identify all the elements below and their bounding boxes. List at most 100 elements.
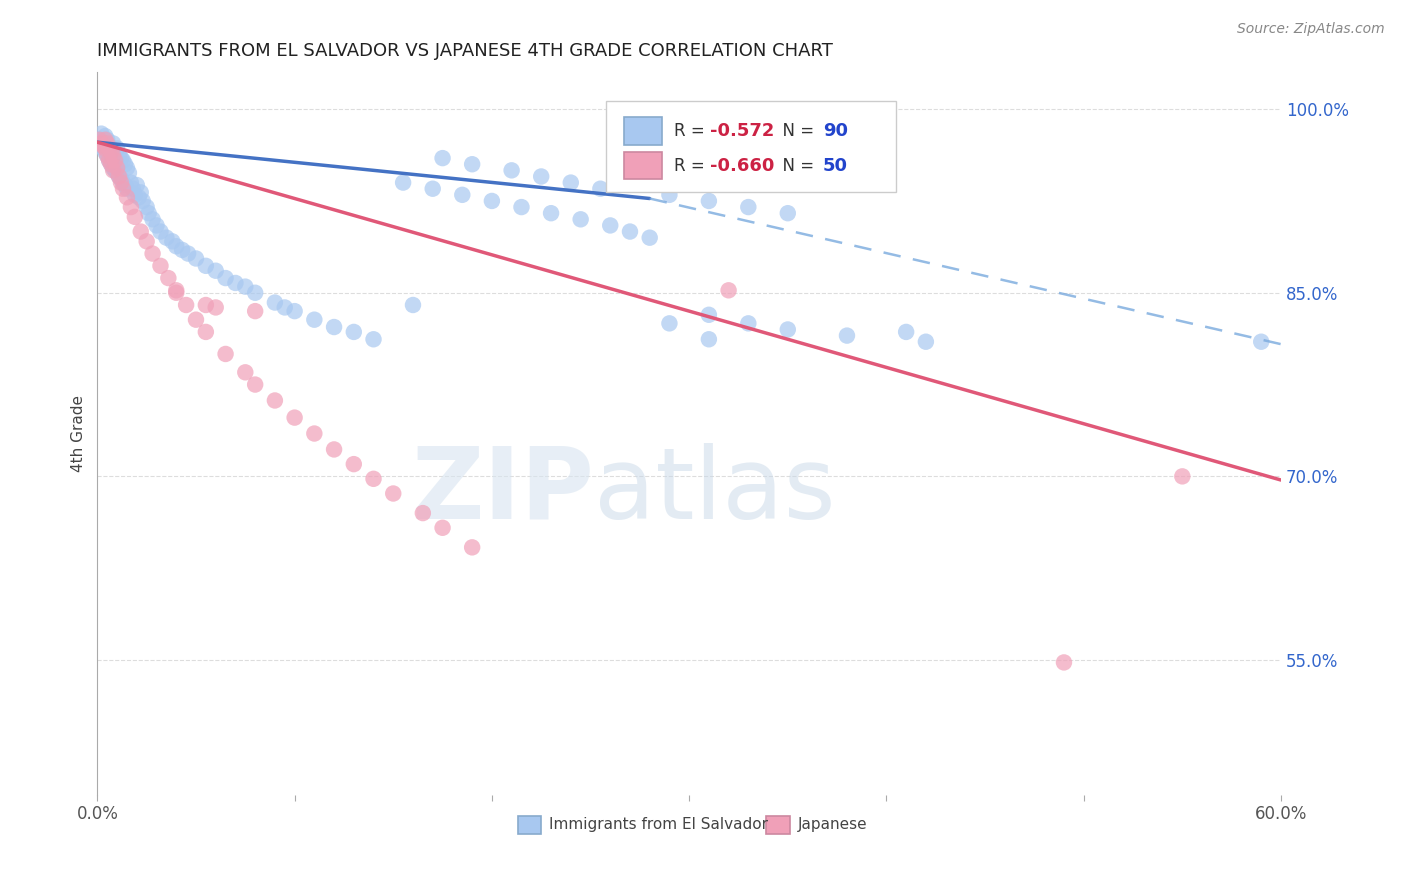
Point [560, 176, 582, 190]
Point [100, 157, 122, 171]
Point [284, 304, 307, 318]
Point [120, 176, 142, 190]
Point [142, 246, 165, 260]
Point [121, 182, 143, 196]
Point [145, 219, 167, 233]
Point [96, 149, 118, 163]
Point [658, 317, 681, 331]
Point [110, 172, 132, 186]
Point [98, 153, 121, 168]
Text: Immigrants from El Salvador: Immigrants from El Salvador [550, 817, 769, 832]
Point [402, 298, 425, 312]
Point [157, 271, 180, 285]
Point [100, 141, 122, 155]
Point [1250, 334, 1272, 349]
Point [184, 252, 207, 266]
Point [162, 235, 184, 249]
Point [100, 157, 122, 171]
Point [172, 243, 194, 257]
Point [589, 182, 612, 196]
Point [717, 283, 740, 297]
Point [697, 194, 720, 208]
Point [129, 186, 152, 200]
Point [835, 328, 858, 343]
Point [129, 225, 152, 239]
Point [120, 200, 142, 214]
Point [392, 176, 415, 190]
Point [1171, 469, 1194, 483]
Text: R =: R = [673, 122, 710, 140]
Text: IMMIGRANTS FROM EL SALVADOR VS JAPANESE 4TH GRADE CORRELATION CHART: IMMIGRANTS FROM EL SALVADOR VS JAPANESE … [97, 42, 834, 60]
Point [915, 334, 938, 349]
Point [461, 157, 484, 171]
Text: 90: 90 [823, 122, 848, 140]
Point [737, 200, 759, 214]
Point [894, 325, 917, 339]
FancyBboxPatch shape [766, 816, 790, 834]
Point [619, 225, 641, 239]
Point [264, 393, 287, 408]
Point [91, 141, 114, 155]
Point [155, 230, 177, 244]
Point [89, 133, 111, 147]
Point [174, 298, 197, 312]
Text: N =: N = [772, 122, 820, 140]
Point [501, 163, 523, 178]
Point [214, 271, 236, 285]
Point [135, 200, 157, 214]
Point [100, 145, 122, 159]
Point [115, 182, 138, 196]
Point [530, 169, 553, 184]
Point [98, 139, 121, 153]
Point [135, 235, 157, 249]
Point [194, 298, 217, 312]
Point [697, 308, 720, 322]
Point [98, 153, 121, 168]
Point [304, 426, 326, 441]
Y-axis label: 4th Grade: 4th Grade [72, 395, 86, 472]
Point [115, 161, 138, 175]
Point [363, 332, 385, 346]
Point [343, 457, 366, 471]
Point [115, 190, 138, 204]
Point [128, 190, 150, 204]
Point [124, 187, 146, 202]
Text: N =: N = [772, 157, 820, 175]
Point [110, 176, 132, 190]
Point [599, 219, 621, 233]
Point [658, 187, 681, 202]
Point [481, 194, 503, 208]
Point [274, 301, 297, 315]
Point [382, 486, 405, 500]
Point [91, 139, 114, 153]
Point [304, 312, 326, 326]
Point [697, 332, 720, 346]
Point [233, 365, 256, 379]
Point [432, 151, 454, 165]
Point [111, 182, 134, 196]
Point [101, 161, 124, 175]
Point [194, 325, 217, 339]
Point [343, 325, 366, 339]
Point [114, 178, 136, 192]
Point [105, 166, 128, 180]
Point [323, 442, 346, 457]
Point [111, 153, 134, 168]
Point [204, 301, 226, 315]
Point [105, 141, 128, 155]
Point [94, 133, 117, 147]
Point [96, 133, 118, 147]
Point [638, 230, 661, 244]
Text: Japanese: Japanese [799, 817, 868, 832]
FancyBboxPatch shape [624, 152, 662, 179]
Point [132, 194, 155, 208]
Point [104, 163, 127, 178]
Point [104, 153, 127, 168]
Point [104, 145, 127, 159]
Text: Source: ZipAtlas.com: Source: ZipAtlas.com [1237, 22, 1385, 37]
Point [422, 182, 444, 196]
Point [224, 276, 246, 290]
Point [233, 279, 256, 293]
FancyBboxPatch shape [606, 102, 896, 192]
Point [111, 176, 134, 190]
